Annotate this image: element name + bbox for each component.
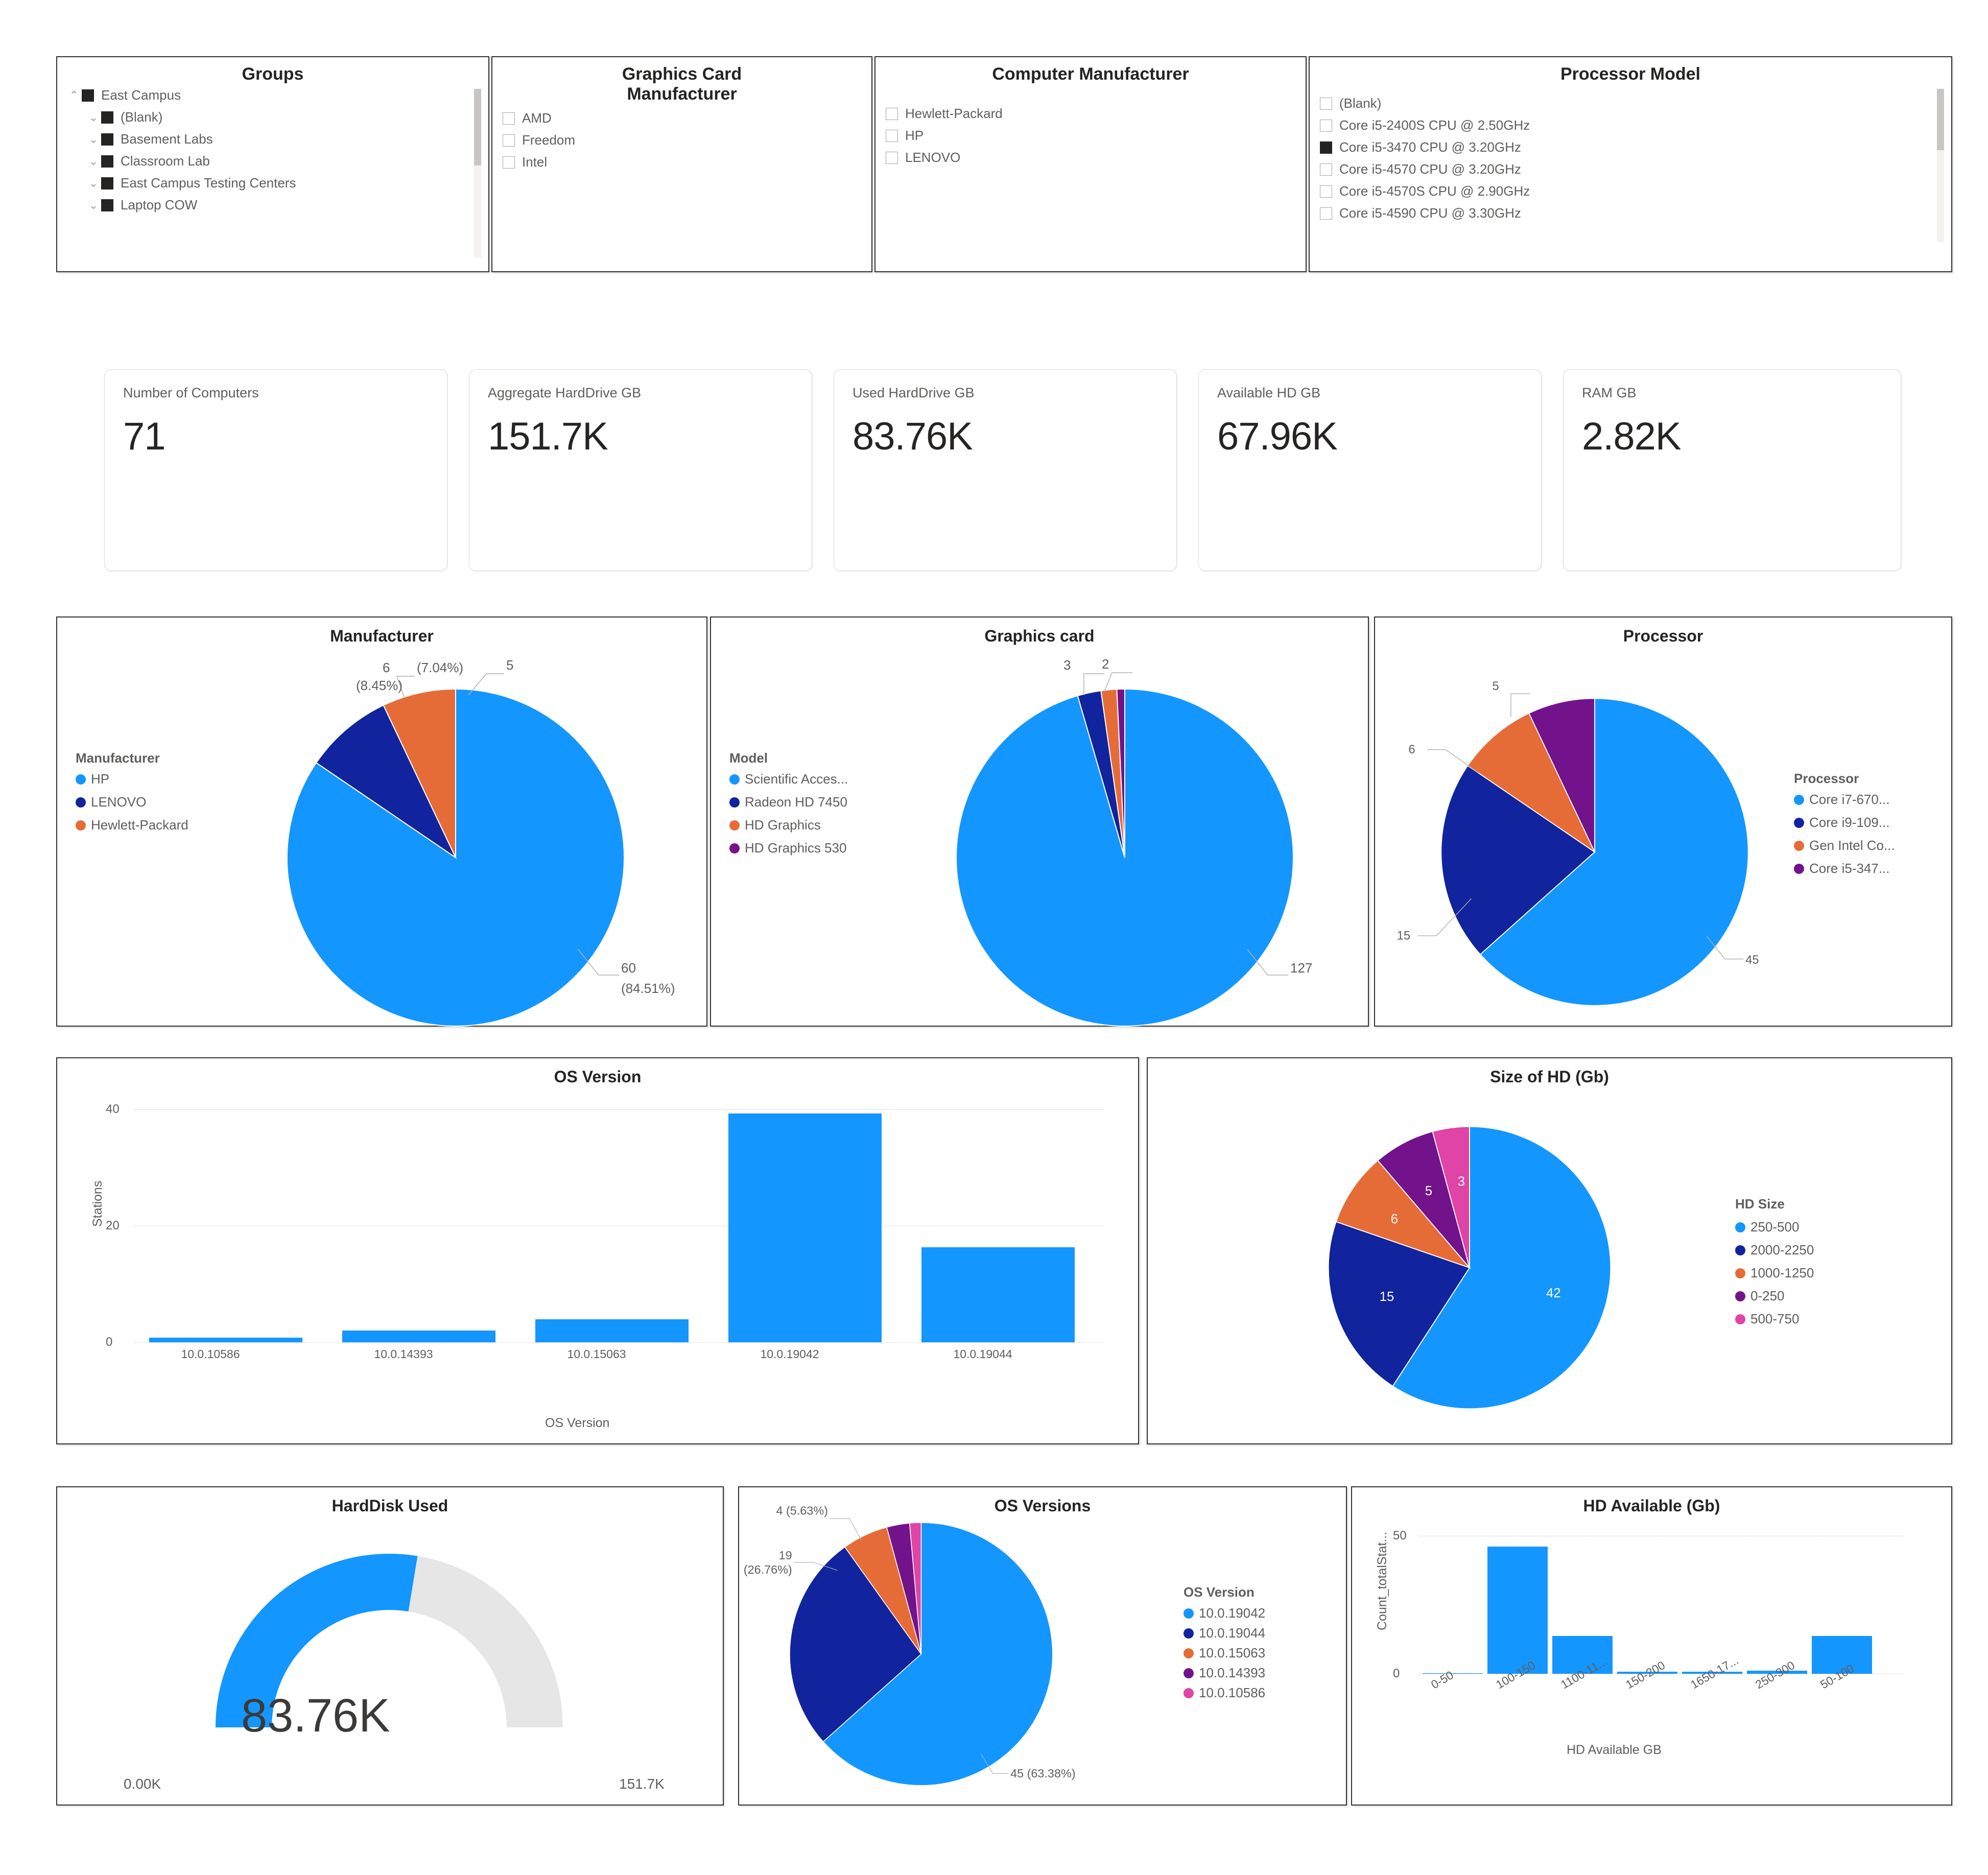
svg-text:4 (5.63%): 4 (5.63%) [776,1504,827,1517]
svg-text:5: 5 [1493,680,1499,693]
svg-text:60: 60 [621,960,636,976]
svg-text:(8.45%): (8.45%) [356,678,403,693]
svg-text:45: 45 [1745,954,1759,967]
svg-text:(7.04%): (7.04%) [417,660,463,675]
svg-text:15: 15 [1380,1290,1394,1304]
svg-text:3: 3 [1458,1174,1465,1189]
svg-text:15: 15 [1397,929,1410,942]
svg-text:3: 3 [1063,657,1071,673]
svg-text:19: 19 [779,1549,792,1562]
svg-text:6: 6 [1409,743,1415,756]
svg-text:(84.51%): (84.51%) [621,981,675,996]
svg-text:(26.76%): (26.76%) [744,1563,792,1576]
svg-text:5: 5 [1425,1184,1432,1198]
svg-text:2: 2 [1102,656,1109,672]
svg-text:6: 6 [383,660,390,675]
svg-text:6: 6 [1391,1212,1398,1226]
svg-text:127: 127 [1290,960,1312,976]
svg-text:5: 5 [506,657,513,673]
svg-text:45 (63.38%): 45 (63.38%) [1010,1767,1075,1780]
svg-text:42: 42 [1546,1286,1561,1300]
